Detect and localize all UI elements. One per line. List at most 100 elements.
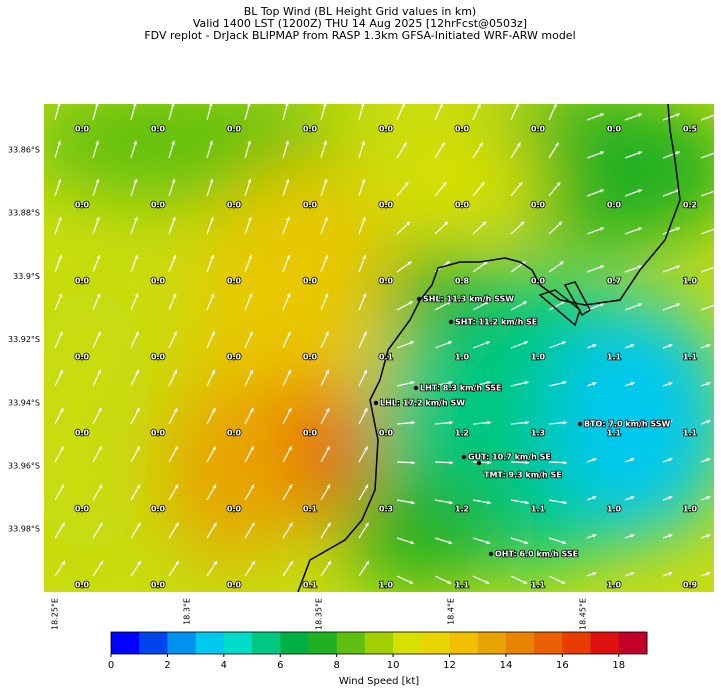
wind-arrow xyxy=(700,304,714,311)
wind-arrow-head xyxy=(675,227,680,231)
grid-value: 1.0 xyxy=(455,353,470,362)
wind-arrow-head xyxy=(210,217,214,221)
wind-arrow-head xyxy=(668,533,673,538)
wind-arrow-head xyxy=(562,380,567,385)
grid-value: 0.0 xyxy=(75,581,90,590)
wind-arrow-head xyxy=(448,540,453,545)
station-dot xyxy=(461,454,467,460)
wind-arrow-head xyxy=(444,221,449,226)
wind-arrow-head xyxy=(516,142,521,147)
colorbar-tick-label: 14 xyxy=(500,660,513,671)
wind-arrow-head xyxy=(520,221,525,226)
wind-arrow-head xyxy=(325,369,329,374)
wind-arrow-head xyxy=(560,301,565,305)
colorbar-segment xyxy=(167,632,197,654)
wind-arrow-head xyxy=(134,293,139,298)
grid-value: 0.0 xyxy=(379,429,394,438)
wind-arrow-head xyxy=(637,151,642,155)
wind-arrow-head xyxy=(360,104,365,107)
grid-value: 0.0 xyxy=(531,277,546,286)
grid-value: 0.0 xyxy=(75,353,90,362)
wind-arrow-head xyxy=(713,303,714,304)
station-label: LHL: 17.2 km/h SW xyxy=(380,399,465,408)
wind-arrow-head xyxy=(248,255,253,260)
wind-arrow-head xyxy=(521,261,526,266)
wind-arrow-head xyxy=(212,446,216,451)
wind-arrow-head xyxy=(361,140,365,145)
wind-arrow-head xyxy=(630,381,635,386)
wind-arrow-head xyxy=(485,341,490,345)
lon-label: 18.45°E xyxy=(579,598,588,630)
wind-arrow-head xyxy=(136,522,141,527)
wind-arrow-head xyxy=(58,293,63,298)
grid-value: 0.0 xyxy=(75,125,90,134)
colorbar-segment xyxy=(195,632,225,654)
wind-arrow-head xyxy=(706,457,711,462)
colorbar-segment xyxy=(139,632,168,654)
wind-arrow-head xyxy=(449,460,453,465)
wind-arrow-head xyxy=(59,369,63,374)
colorbar-segment xyxy=(449,632,479,654)
grid-value: 0.1 xyxy=(379,353,394,362)
wind-arrow-head xyxy=(487,460,491,465)
wind-arrow-head xyxy=(208,104,213,107)
wind-arrow-head xyxy=(401,104,405,108)
colorbar-tick-label: 0 xyxy=(108,660,114,671)
colorbar-segment xyxy=(111,632,140,654)
wind-arrow-head xyxy=(174,446,178,451)
wind-arrow-head xyxy=(60,522,65,527)
wind-arrow-head xyxy=(630,495,635,500)
wind-arrow-head xyxy=(97,407,102,412)
lon-label: 18.4°E xyxy=(447,598,456,625)
wind-arrow-head xyxy=(59,331,63,336)
wind-arrow-head xyxy=(363,407,368,412)
wind-arrow-head xyxy=(171,140,175,145)
station-label: BTO: 7.0 km/h SSW xyxy=(584,420,671,429)
wind-arrow-head xyxy=(324,293,329,298)
wind-arrow-head xyxy=(556,182,561,186)
wind-arrow-head xyxy=(409,580,414,584)
wind-arrow-head xyxy=(99,560,103,565)
wind-arrow xyxy=(700,190,714,197)
station-label: TMT: 9.3 km/h SE xyxy=(484,471,562,480)
title-line: FDV replot - DrJack BLIPMAP from RASP 1.… xyxy=(144,29,575,42)
grid-value: 0.8 xyxy=(455,277,470,286)
wind-arrow-head xyxy=(599,303,604,307)
wind-arrow-head xyxy=(482,221,487,226)
station-label: OHT: 6.0 km/h SSE xyxy=(495,550,578,559)
lat-label: 33.98°S xyxy=(8,525,40,534)
wind-arrow-head xyxy=(522,301,527,305)
grid-value: 0.0 xyxy=(151,125,166,134)
wind-arrow-head xyxy=(637,113,642,117)
wind-arrow-head xyxy=(95,178,100,183)
title-line: BL Top Wind (BL Height Grid values in km… xyxy=(244,5,476,18)
wind-arrow-head xyxy=(247,140,251,145)
wind-arrow-head xyxy=(247,178,252,183)
grid-value: 0.0 xyxy=(75,201,90,210)
grid-value: 1.0 xyxy=(531,353,546,362)
wind-arrow-head xyxy=(447,341,452,345)
wind-arrow-head xyxy=(563,420,567,425)
wind-arrow-head xyxy=(173,369,177,374)
wind-arrow-head xyxy=(486,540,491,545)
wind-arrow-head xyxy=(287,369,291,374)
wind-arrow-head xyxy=(134,255,139,260)
wind-arrow-head xyxy=(249,331,253,336)
grid-value: 0.2 xyxy=(683,201,697,210)
wind-arrow-head xyxy=(480,182,485,186)
wind-arrow-head xyxy=(135,331,139,336)
grid-value: 0.0 xyxy=(227,201,242,210)
colorbar-tick-label: 2 xyxy=(164,660,170,671)
wind-arrow-head xyxy=(325,331,329,336)
wind-arrow-head xyxy=(446,301,451,305)
grid-value: 0.0 xyxy=(75,277,90,286)
wind-arrow-head xyxy=(288,446,292,451)
wind-arrow-head xyxy=(287,407,292,412)
grid-value: 0.0 xyxy=(227,277,242,286)
grid-value: 0.0 xyxy=(303,277,318,286)
wind-arrow-head xyxy=(409,341,414,345)
wind-arrow-head xyxy=(637,189,642,193)
colorbar-tick-label: 18 xyxy=(612,660,625,671)
colorbar-tick-label: 12 xyxy=(443,660,456,671)
wind-arrow-head xyxy=(287,331,291,336)
